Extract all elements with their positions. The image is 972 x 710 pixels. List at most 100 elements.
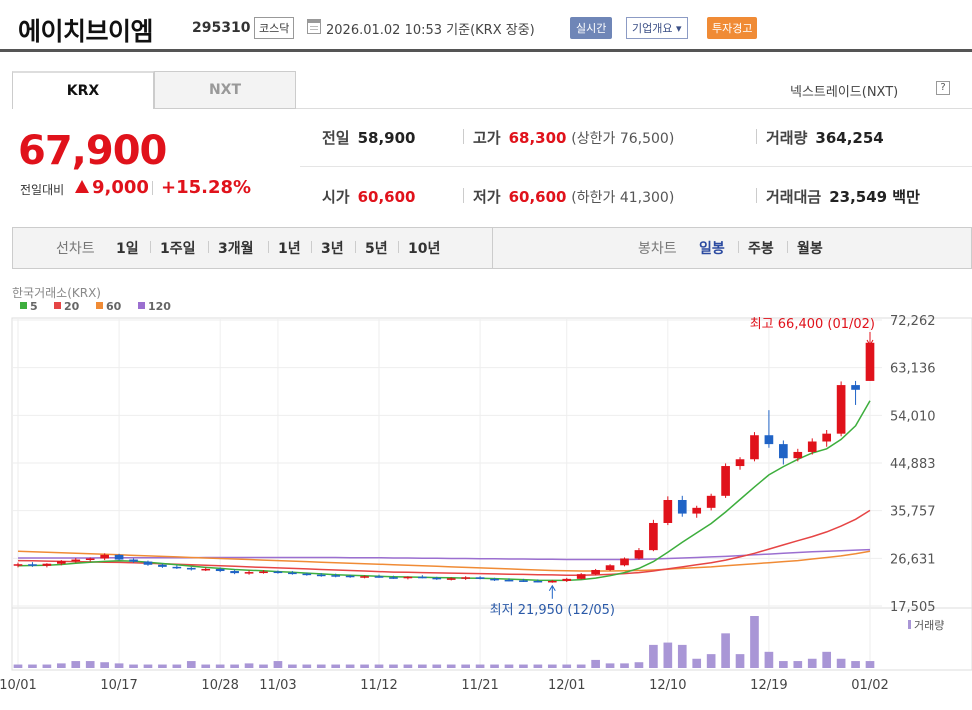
stat-label: 시가 [322, 188, 350, 206]
stat-label: 거래대금 [766, 188, 822, 206]
volume-bar [851, 661, 860, 668]
investment-warning-badge[interactable]: 투자경고 [707, 17, 758, 39]
divider [268, 241, 269, 253]
period-5y[interactable]: 5년 [365, 241, 388, 257]
calendar-icon [307, 19, 321, 34]
candle-body [620, 558, 629, 566]
divider [355, 241, 356, 253]
candle-body [201, 568, 211, 571]
volume-bar [490, 664, 499, 668]
x-tick-label: 11/12 [360, 678, 397, 693]
period-1d[interactable]: 1일 [116, 241, 139, 257]
up-triangle-icon [75, 180, 89, 193]
x-tick-label: 11/03 [259, 678, 296, 693]
candle-body [345, 575, 355, 578]
volume-bar [504, 664, 514, 668]
current-price: 67,900 [18, 128, 167, 174]
divider [150, 241, 151, 253]
volume-bar [620, 663, 629, 668]
realtime-button[interactable]: 실시간 [570, 17, 613, 39]
volume-bar [158, 664, 167, 668]
x-tick-label: 12/10 [649, 678, 686, 693]
volume-bar [403, 664, 413, 668]
stat-value: 68,300 [508, 129, 567, 147]
tab-krx[interactable]: KRX [12, 71, 154, 109]
stat-value: 60,600 [357, 188, 416, 206]
divider [492, 227, 493, 269]
volume-bar [750, 616, 759, 668]
divider [463, 188, 464, 203]
volume-bar [302, 664, 312, 668]
candle-weekly[interactable]: 주봉 [748, 241, 774, 257]
candle-body [432, 577, 442, 580]
volume-bar [721, 633, 730, 668]
divider [787, 241, 788, 253]
candle-body [71, 559, 81, 562]
volume-bar [836, 658, 846, 668]
line-chart-label: 선차트 [56, 241, 95, 257]
candle-body [706, 495, 716, 508]
volume-bar [649, 644, 658, 668]
help-icon[interactable]: ? [936, 81, 950, 95]
candlestick-chart-svg: 72,262 63,136 54,010 44,883 35,757 26,631 17,5… [0, 286, 972, 693]
candle-body [836, 385, 846, 434]
stat-divider [300, 166, 972, 167]
divider [152, 181, 153, 195]
candle-body [85, 558, 95, 560]
low-arrow-head [548, 584, 556, 592]
period-3m[interactable]: 3개월 [218, 241, 254, 257]
candle-body [403, 576, 413, 579]
tab-nxt[interactable]: NXT [154, 71, 296, 109]
candle-body [302, 573, 312, 576]
period-10y[interactable]: 10년 [408, 241, 441, 257]
moving-average-5 [17, 400, 871, 582]
candle-daily[interactable]: 일봉 [699, 241, 725, 257]
stat-label: 거래량 [766, 129, 808, 147]
volume-bar [764, 651, 774, 668]
candle-body [28, 564, 37, 566]
volume-bar [129, 664, 138, 668]
candle-body [56, 561, 66, 564]
candle-body [735, 459, 745, 467]
candle-body [230, 571, 239, 574]
candle-body [649, 522, 658, 551]
period-3y[interactable]: 3년 [321, 241, 344, 257]
volume-bar [244, 663, 254, 668]
candle-monthly[interactable]: 월봉 [797, 241, 823, 257]
volume-bar [143, 664, 153, 668]
candle-body [779, 444, 788, 459]
stat-volume: 거래량 364,254 [766, 127, 884, 148]
candle-body [244, 572, 254, 574]
x-tick-label: 12/01 [548, 678, 585, 693]
company-overview-dropdown[interactable]: 기업개요 ▾ [626, 17, 688, 39]
price-chart[interactable]: 72,262 63,136 54,010 44,883 35,757 26,631 17,5… [0, 278, 972, 710]
candle-body [215, 568, 225, 572]
divider [208, 241, 209, 253]
candle-body [418, 576, 427, 579]
volume-bar [432, 664, 442, 668]
candle-body [865, 342, 875, 381]
candle-body [490, 578, 499, 581]
candle-body [533, 580, 543, 583]
volume-bar [547, 664, 557, 668]
period-1y[interactable]: 1년 [278, 241, 301, 257]
volume-bar [288, 664, 297, 668]
y-tick-label: 26,631 [890, 552, 936, 567]
x-tick-label: 10/17 [100, 678, 137, 693]
volume-bar [273, 661, 283, 668]
stock-code: 295310 [192, 20, 251, 36]
period-1w[interactable]: 1주일 [160, 241, 196, 257]
volume-bar [692, 658, 702, 668]
stock-header: 에이치브이엠 295310 코스닥 2026.01.02 10:53 기준(KR… [0, 0, 972, 52]
lower-limit: (하한가 41,300) [571, 190, 675, 206]
stat-open: 시가 60,600 [322, 186, 416, 207]
legend-swatch [138, 302, 145, 309]
x-tick-label: 10/28 [201, 678, 238, 693]
stat-high: 고가 68,300 (상한가 76,500) [473, 127, 674, 148]
candle-body [42, 563, 52, 566]
stat-value: 23,549 백만 [829, 188, 920, 206]
nextrade-link[interactable]: 넥스트레이드(NXT) [790, 85, 899, 100]
candle-body [663, 499, 673, 523]
stat-amount: 거래대금 23,549 백만 [766, 186, 920, 207]
candle-body [504, 579, 514, 582]
